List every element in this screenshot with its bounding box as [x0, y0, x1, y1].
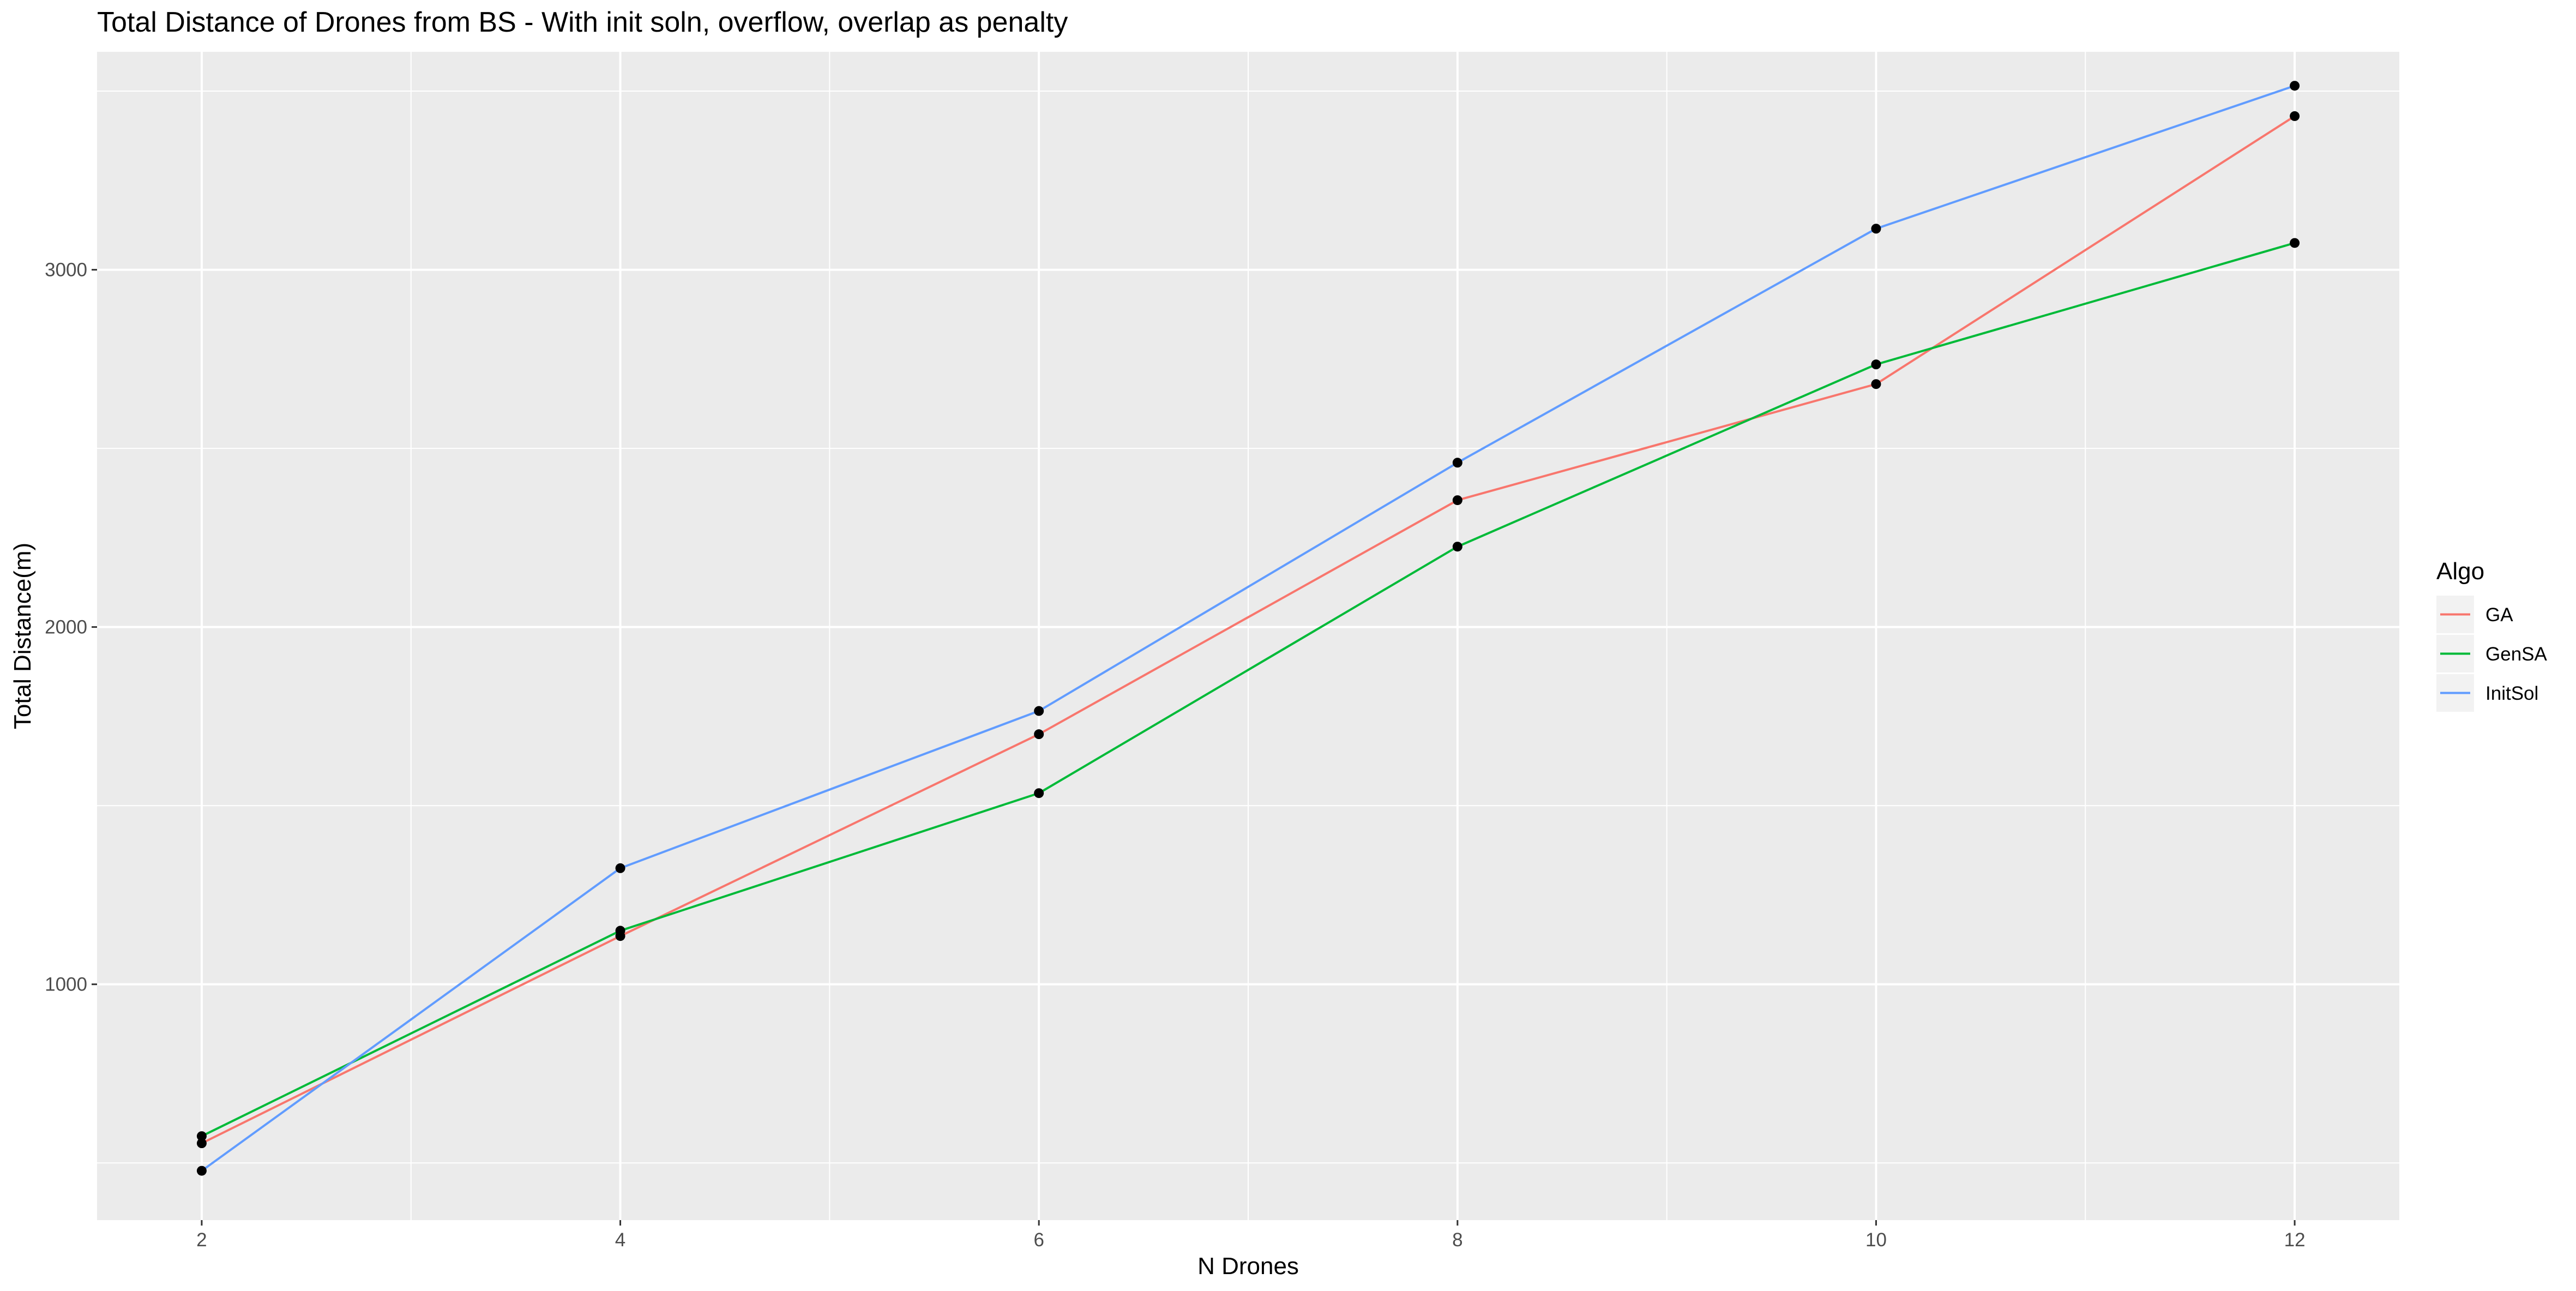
- grid-major: [97, 52, 2399, 1220]
- x-tick-label: 4: [615, 1229, 625, 1251]
- data-point-gensa: [1871, 359, 1881, 370]
- data-point-initsol: [196, 1166, 207, 1176]
- legend-items: GA GenSA InitSol: [2436, 596, 2547, 712]
- y-axis-title: Total Distance(m): [9, 543, 36, 729]
- x-tick-label: 8: [1452, 1229, 1462, 1251]
- legend-label-gensa: GenSA: [2485, 644, 2547, 665]
- x-tick-label: 12: [2284, 1229, 2306, 1251]
- y-tick-label: 3000: [45, 260, 87, 281]
- data-point-ga: [1034, 729, 1044, 740]
- x-axis-title: N Drones: [1197, 1253, 1299, 1280]
- legend-title: Algo: [2436, 558, 2484, 585]
- legend: Algo GA GenSA InitSol: [2436, 558, 2547, 712]
- data-point-initsol: [1452, 458, 1462, 468]
- data-point-gensa: [615, 926, 625, 936]
- data-point-ga: [1452, 495, 1462, 506]
- chart-title: Total Distance of Drones from BS - With …: [97, 7, 1068, 38]
- x-tick-label: 10: [1865, 1229, 1887, 1251]
- x-tick-label: 6: [1033, 1229, 1044, 1251]
- y-tick-label: 1000: [45, 974, 87, 995]
- data-point-initsol: [615, 863, 625, 873]
- series-line-initsol: [201, 85, 2295, 1172]
- legend-label-initsol: InitSol: [2485, 683, 2538, 704]
- grid-minor: [97, 52, 2399, 1220]
- series-points: [196, 81, 2300, 1176]
- data-point-gensa: [1452, 542, 1462, 552]
- y-tick-label: 2000: [45, 617, 87, 638]
- data-point-ga: [1871, 379, 1881, 389]
- data-point-initsol: [1034, 706, 1044, 716]
- y-axis-ticks: 1000 2000 3000: [45, 260, 97, 995]
- data-point-ga: [2290, 111, 2300, 121]
- data-point-gensa: [1034, 788, 1044, 798]
- x-tick-label: 2: [196, 1229, 207, 1251]
- data-point-initsol: [1871, 224, 1881, 234]
- data-point-ga: [196, 1138, 207, 1149]
- series-lines: [201, 85, 2296, 1172]
- data-point-initsol: [2290, 81, 2300, 91]
- x-axis-ticks: 2 4 6 8 10 12: [196, 1220, 2306, 1251]
- data-point-gensa: [2290, 238, 2300, 248]
- series-line-ga: [201, 115, 2296, 1144]
- legend-label-ga: GA: [2485, 604, 2513, 626]
- data-point-gensa: [196, 1131, 207, 1142]
- series-line-gensa: [201, 242, 2295, 1137]
